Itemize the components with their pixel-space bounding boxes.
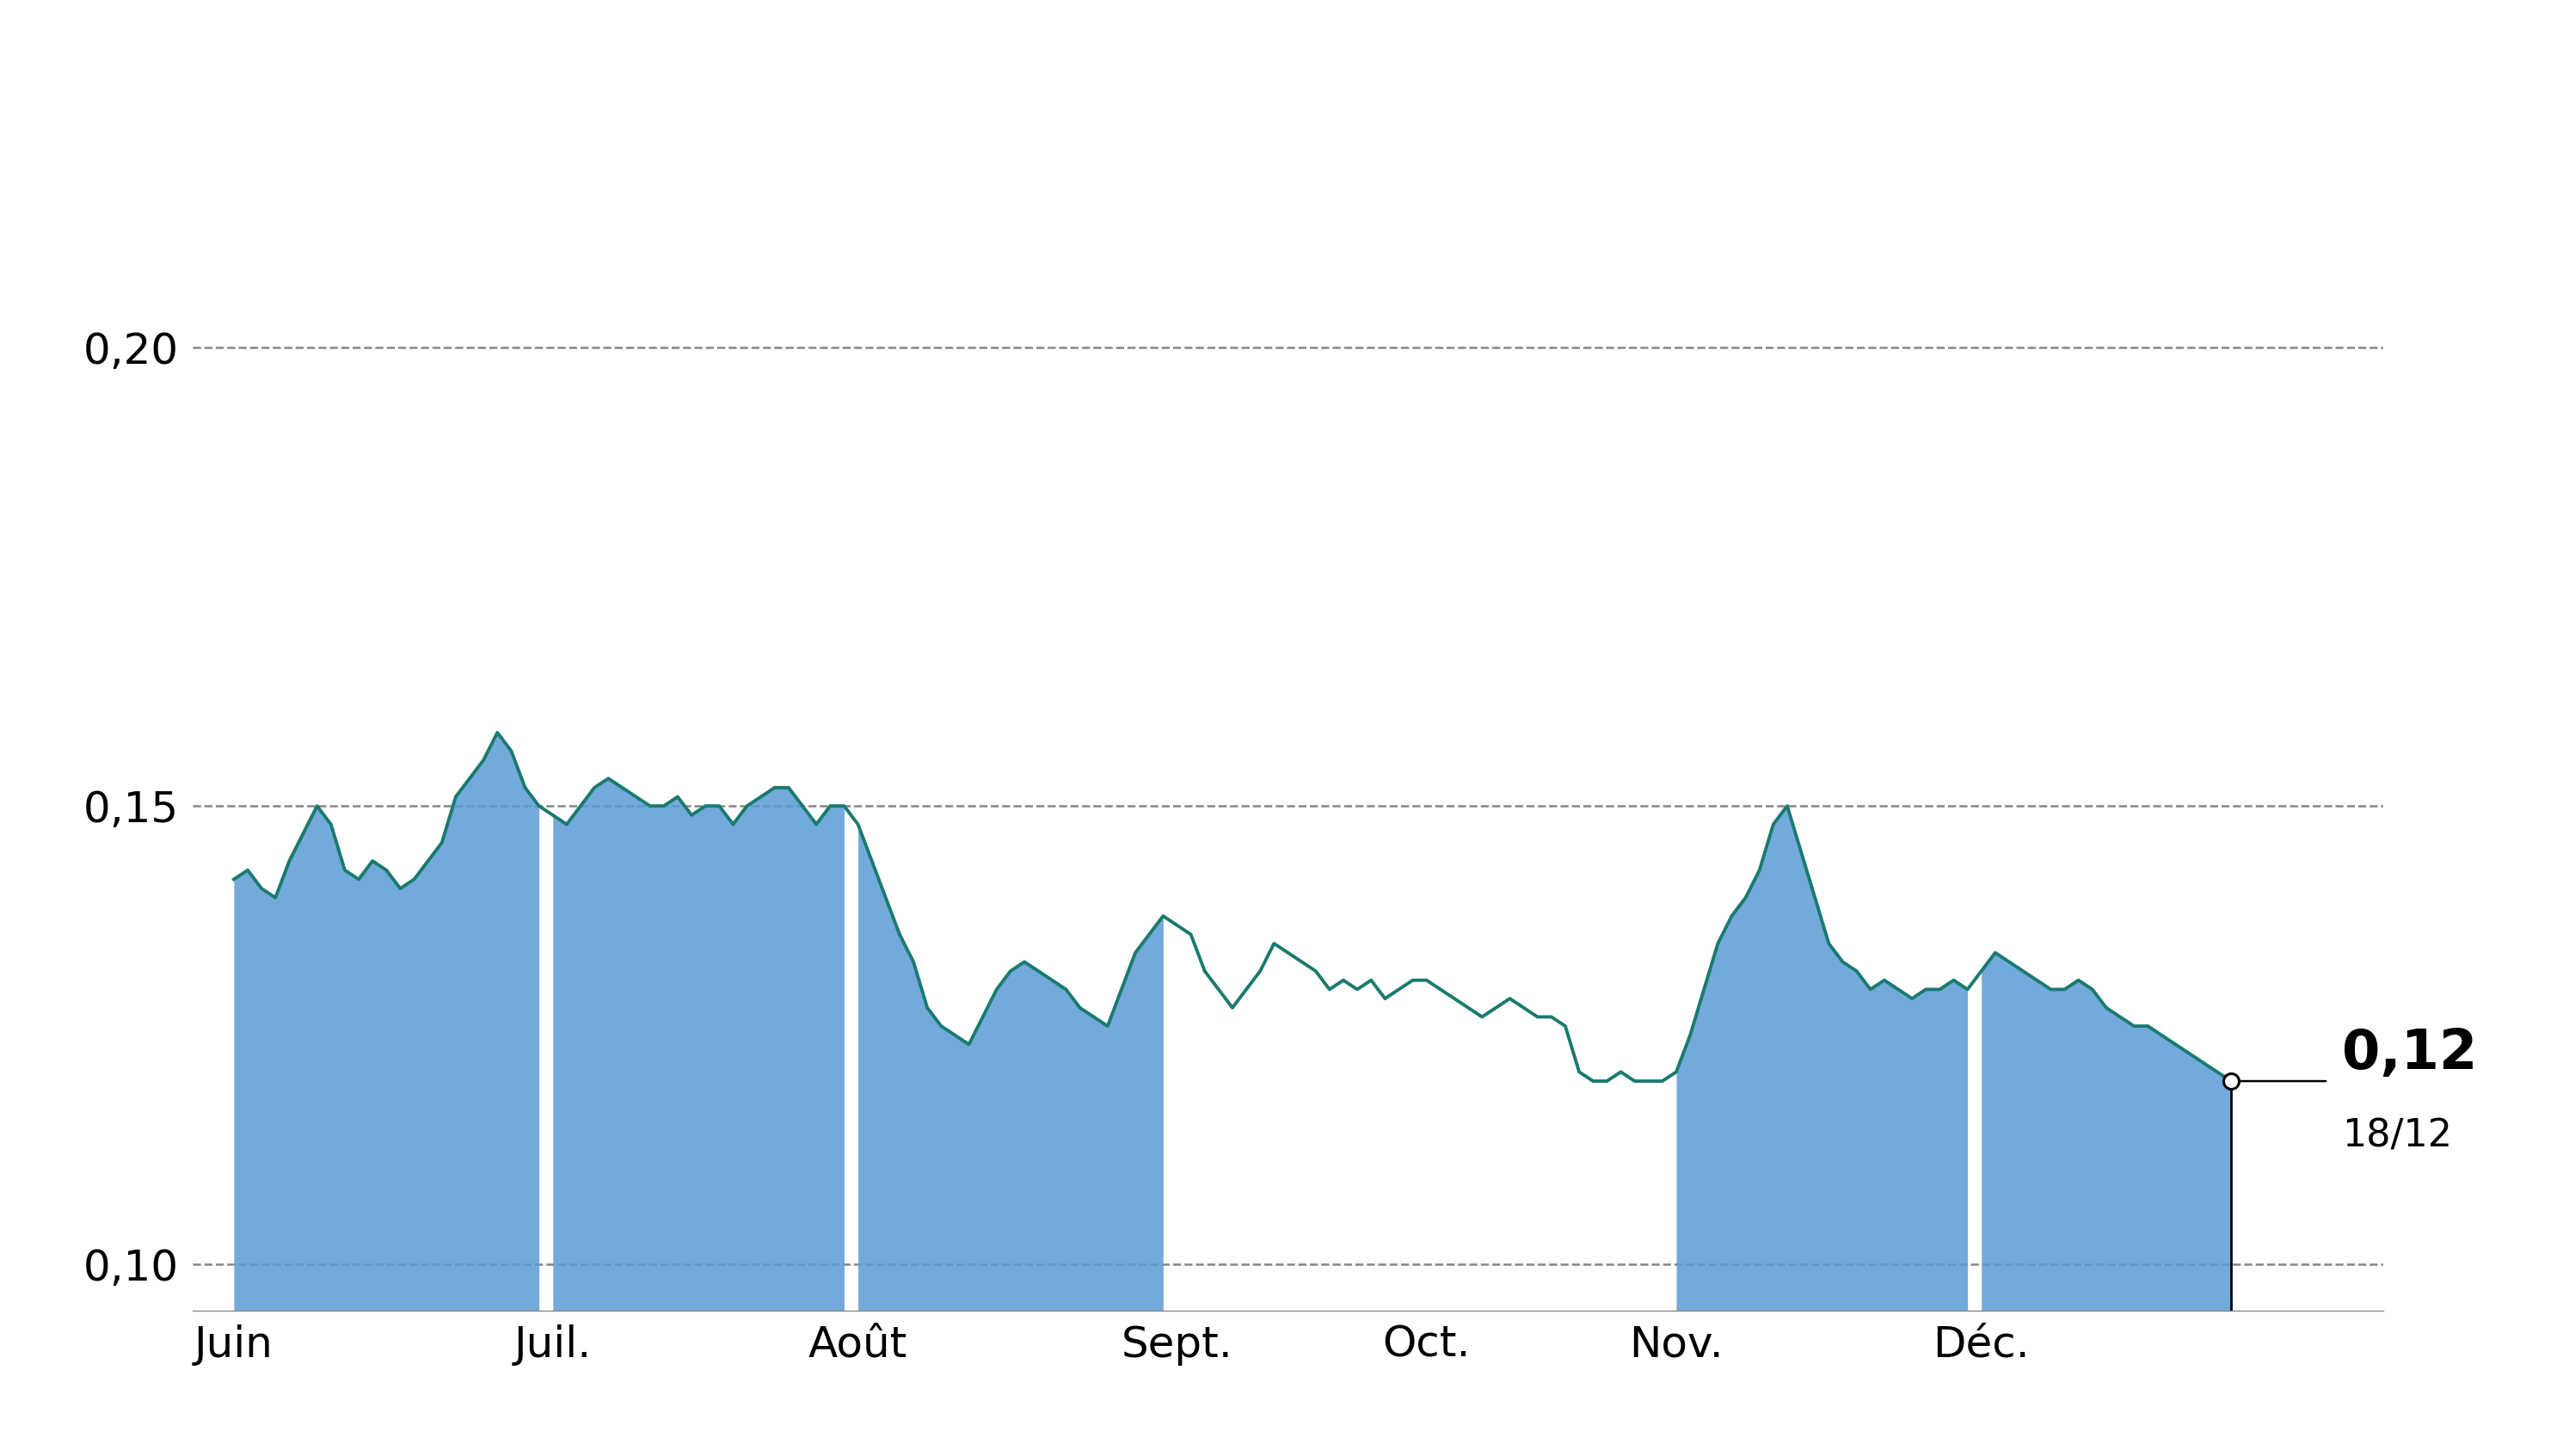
- Text: Zomedica Corp.: Zomedica Corp.: [887, 29, 1676, 115]
- Text: 0,12: 0,12: [2343, 1026, 2478, 1080]
- Text: 18/12: 18/12: [2343, 1118, 2453, 1155]
